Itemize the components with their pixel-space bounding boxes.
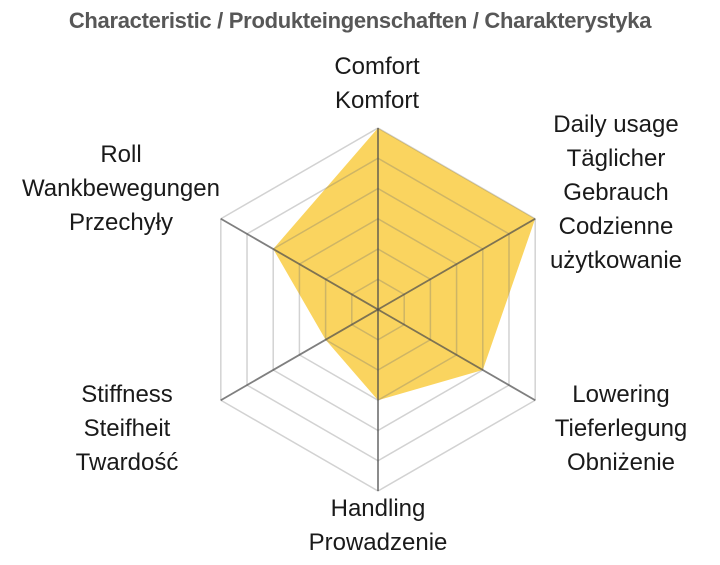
axis-label-roll: Roll Wankbewegungen Przechyły bbox=[22, 138, 220, 240]
chart-title: Characteristic / Produkteingenschaften /… bbox=[68, 8, 652, 33]
axis-label-daily-usage: Daily usage Täglicher Gebrauch Codzienne… bbox=[550, 108, 682, 278]
axis-label-line: Täglicher bbox=[566, 145, 666, 172]
axis-label-line: Roll bbox=[100, 141, 142, 168]
axis-label-line: Stiffness bbox=[81, 381, 173, 408]
axis-label-line: Przechyły bbox=[68, 209, 174, 236]
axis-label-comfort: Comfort Komfort bbox=[334, 50, 419, 118]
axis-label-line: Komfort bbox=[334, 87, 420, 114]
axis-label-line: Steifheit bbox=[83, 415, 171, 442]
axis-label-lowering: Lowering Tieferlegung Obniżenie bbox=[555, 378, 688, 480]
axis-label-line: Twardość bbox=[75, 449, 179, 476]
axis-label-line: Tieferlegung bbox=[554, 415, 688, 442]
axis-label-line: Codzienne bbox=[558, 213, 674, 240]
axis-label-line: Gebrauch bbox=[563, 179, 669, 206]
axis-label-line: użytkowanie bbox=[549, 247, 683, 274]
axis-label-line: Daily usage bbox=[553, 111, 679, 138]
axis-label-line: Prowadzenie bbox=[308, 529, 448, 556]
axis-label-stiffness: Stiffness Steifheit Twardość bbox=[76, 378, 179, 480]
axis-label-line: Obniżenie bbox=[566, 449, 676, 476]
axis-label-line: Handling bbox=[330, 495, 426, 522]
axis-label-line: Comfort bbox=[334, 53, 420, 80]
axis-label-line: Lowering bbox=[572, 381, 670, 408]
axis-label-handling: Handling Prowadzenie bbox=[309, 492, 448, 560]
axis-label-line: Wankbewegungen bbox=[22, 175, 220, 202]
